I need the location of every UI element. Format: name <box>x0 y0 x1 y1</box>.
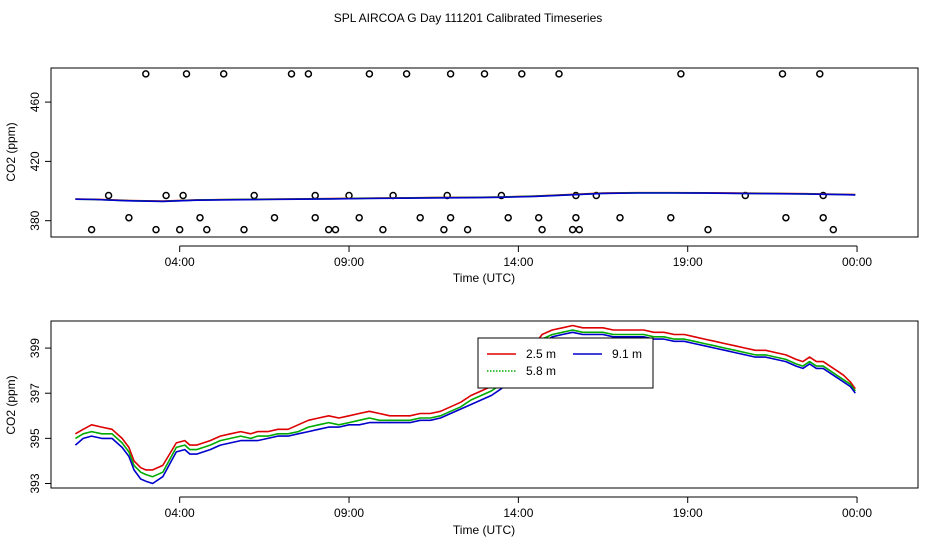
scatter-point <box>304 70 313 78</box>
line-y-tick-label: 395 <box>28 428 42 448</box>
scatter-point <box>324 225 333 234</box>
scatter-point <box>416 213 424 222</box>
line-x-tick-label: 14:00 <box>503 506 533 520</box>
scatter-point <box>575 225 584 234</box>
scatter-point <box>311 191 319 200</box>
line-series-9-1-mline <box>74 331 856 485</box>
scatter-x-tick-label: 14:00 <box>503 255 533 269</box>
scatter-point <box>270 213 279 222</box>
legend: 2.5 m 5.8 m 9.1 m <box>477 337 654 389</box>
line-panel: 04:00 09:00 14:00 19:00 00:00 393 395 397 399 Ti… <box>4 320 919 537</box>
scatter-point <box>250 191 258 200</box>
scatter-axes: 04:00 09:00 14:00 19:00 00:00 380 420 460 <box>28 92 872 269</box>
scatter-point <box>87 225 96 234</box>
scatter-point <box>379 225 387 234</box>
line-x-tick-label: 19:00 <box>673 506 703 520</box>
scatter-point <box>497 191 506 200</box>
scatter-point <box>287 70 296 78</box>
scatter-point <box>592 191 601 200</box>
scatter-point <box>331 225 340 234</box>
scatter-point <box>667 213 675 222</box>
scatter-points <box>87 70 838 234</box>
scatter-x-tick-label: 04:00 <box>165 255 195 269</box>
legend-label-9-1m: 9.1 m <box>612 347 642 361</box>
scatter-point <box>219 70 228 78</box>
scatter-point <box>819 191 827 200</box>
scatter-point <box>365 70 374 78</box>
scatter-point <box>518 70 526 78</box>
line-y-axis-label: CO2 (ppm) <box>4 375 18 434</box>
legend-label-5-8m: 5.8 m <box>526 364 556 378</box>
scatter-point <box>504 213 512 222</box>
scatter-point <box>446 70 455 78</box>
scatter-point <box>572 191 580 200</box>
scatter-point <box>104 191 113 200</box>
line-y-tick-label: 393 <box>28 473 42 493</box>
line-axes: 04:00 09:00 14:00 19:00 00:00 393 395 397 399 <box>28 338 872 520</box>
legend-box <box>477 337 654 389</box>
scatter-point <box>175 225 184 234</box>
line-y-tick-label: 399 <box>28 338 42 358</box>
scatter-y-tick-label: 420 <box>28 151 42 171</box>
scatter-point <box>203 225 211 234</box>
scatter-x-tick-label: 09:00 <box>334 255 364 269</box>
scatter-point <box>677 70 685 78</box>
scatter-series-lines <box>75 191 856 203</box>
scatter-point <box>196 213 204 222</box>
scatter-point <box>142 70 150 78</box>
chart-title: SPL AIRCOA G Day 111201 Calibrated Times… <box>334 11 603 25</box>
scatter-point <box>782 213 790 222</box>
scatter-point <box>568 225 577 234</box>
line-series <box>74 324 856 485</box>
scatter-point <box>440 225 448 234</box>
scatter-point <box>778 70 787 78</box>
scatter-x-tick-label: 00:00 <box>842 255 872 269</box>
line-y-tick-label: 397 <box>28 383 42 403</box>
scatter-point <box>463 225 472 234</box>
scatter-point <box>179 191 187 200</box>
scatter-y-axis-label: CO2 (ppm) <box>4 122 18 181</box>
scatter-x-axis-label: Time (UTC) <box>453 271 515 285</box>
scatter-point <box>402 70 411 78</box>
scatter-point <box>816 70 824 78</box>
scatter-y-tick-label: 460 <box>28 92 42 112</box>
scatter-point <box>555 70 563 78</box>
line-x-tick-label: 00:00 <box>842 506 872 520</box>
line-series-2-5-mline <box>75 324 856 471</box>
scatter-plot-frame <box>50 67 919 238</box>
scatter-point <box>446 213 455 222</box>
scatter-point <box>125 213 133 222</box>
scatter-point <box>480 70 489 78</box>
scatter-panel: 04:00 09:00 14:00 19:00 00:00 380 420 460 Time … <box>4 67 919 285</box>
scatter-point <box>538 225 546 234</box>
scatter-series-9-1-mline <box>75 192 856 203</box>
scatter-point <box>534 213 543 222</box>
line-x-tick-label: 09:00 <box>334 506 364 520</box>
scatter-x-tick-label: 19:00 <box>673 255 703 269</box>
scatter-point <box>240 225 248 234</box>
scatter-point <box>355 213 363 222</box>
legend-label-2-5m: 2.5 m <box>526 347 556 361</box>
scatter-point <box>152 225 160 234</box>
scatter-y-tick-label: 380 <box>28 210 42 230</box>
scatter-point <box>616 213 624 222</box>
scatter-point <box>182 70 191 78</box>
scatter-point <box>819 213 827 222</box>
line-x-axis-label: Time (UTC) <box>453 523 515 537</box>
scatter-point <box>829 225 838 234</box>
scatter-point <box>704 225 712 234</box>
scatter-point <box>162 191 170 200</box>
line-x-tick-label: 04:00 <box>165 506 195 520</box>
scatter-point <box>572 213 580 222</box>
scatter-point <box>311 213 319 222</box>
line-series-5-8-mline <box>74 329 856 478</box>
